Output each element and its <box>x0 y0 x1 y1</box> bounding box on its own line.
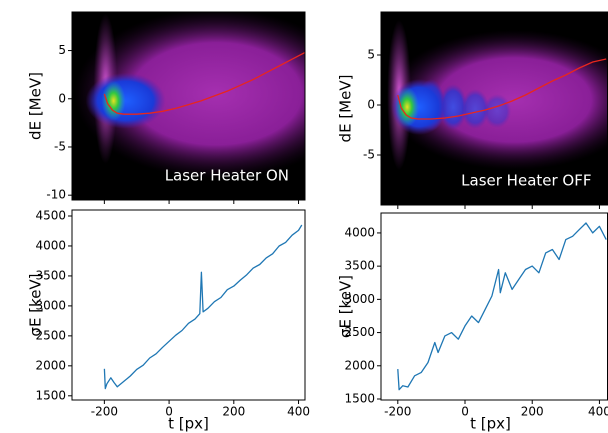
x-tick-label: 200 <box>521 405 544 419</box>
y-tick-label: 5 <box>58 43 66 57</box>
y-axis-label: σE [keV] <box>27 273 45 336</box>
blue-lobe <box>439 84 468 130</box>
x-tick-label: -200 <box>91 405 118 419</box>
centroid-line <box>397 58 607 120</box>
y-tick-label: 2500 <box>344 325 375 339</box>
green-core <box>101 80 126 121</box>
halo <box>74 12 305 179</box>
y-tick-label: 3000 <box>35 298 66 312</box>
green-core <box>395 87 420 127</box>
x-tick-label: 200 <box>222 405 245 419</box>
y-tick-label: 2000 <box>35 358 66 372</box>
series-line <box>397 222 607 391</box>
frame <box>71 209 306 401</box>
y-axis-label: σE [keV] <box>337 275 355 338</box>
blue-lobe <box>461 89 490 129</box>
annotation: Laser Heater ON <box>165 167 289 185</box>
y-tick-label: 2000 <box>344 358 375 372</box>
x-tick-label: 0 <box>461 405 469 419</box>
x-axis-label: t [px] <box>168 415 209 433</box>
y-tick-label: 0 <box>367 98 375 112</box>
y-tick-label: 4000 <box>35 238 66 252</box>
y-tick-label: 1500 <box>344 392 375 406</box>
blue-core <box>85 72 166 129</box>
y-tick-label: 3500 <box>35 268 66 282</box>
x-tick-label: 400 <box>287 405 310 419</box>
plot-bg <box>72 210 305 400</box>
frame <box>71 11 306 201</box>
heatmap <box>72 12 305 200</box>
series-line <box>103 224 303 390</box>
y-tick-label: -5 <box>363 148 375 162</box>
y-tick-label: 2500 <box>35 328 66 342</box>
y-axis-label: dE [MeV] <box>337 75 355 143</box>
x-tick-label: 0 <box>165 405 173 419</box>
blue-lobe <box>483 94 512 128</box>
x-tick-label: 400 <box>588 405 608 419</box>
y-tick-label: -10 <box>46 188 66 202</box>
y-tick-label: 4000 <box>344 225 375 239</box>
y-tick-label: 3500 <box>344 259 375 273</box>
y-tick-label: -5 <box>54 139 66 153</box>
heatmap <box>381 12 608 205</box>
x-axis-label: t [px] <box>470 415 511 433</box>
y-axis-label: dE [MeV] <box>27 72 45 140</box>
y-tick-label: 3000 <box>344 292 375 306</box>
plot-bg <box>381 213 608 400</box>
y-tick-label: 5 <box>367 48 375 62</box>
annotation: Laser Heater OFF <box>461 172 591 190</box>
y-tick-label: 0 <box>58 91 66 105</box>
centroid-line <box>103 51 305 115</box>
y-tick-label: 1500 <box>35 388 66 402</box>
x-tick-label: -200 <box>384 405 411 419</box>
y-tick-label: 4500 <box>35 208 66 222</box>
